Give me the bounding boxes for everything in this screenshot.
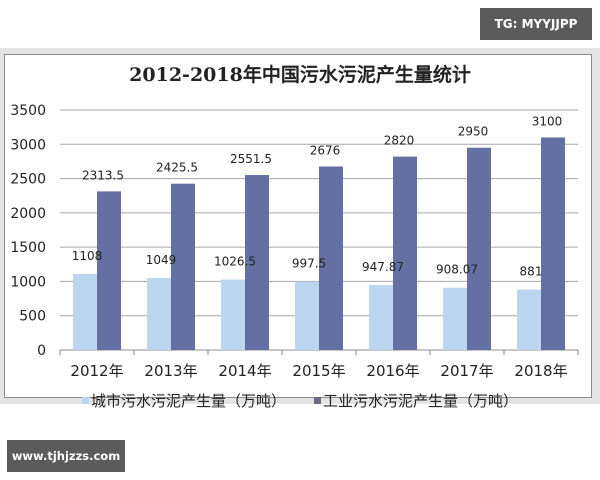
y-tick-label: 2000 xyxy=(10,206,46,222)
bar-industrial xyxy=(541,137,565,350)
data-label-industrial: 2950 xyxy=(458,125,489,139)
data-label-city: 1049 xyxy=(146,253,177,267)
bar-city xyxy=(443,287,467,350)
bar-industrial xyxy=(319,166,343,350)
legend-swatch-industrial xyxy=(314,397,321,404)
data-label-industrial: 2313.5 xyxy=(82,168,124,182)
legend-item-industrial: 工业污水污泥产生量（万吨） xyxy=(314,390,518,411)
x-tick-label: 2018年 xyxy=(514,362,567,380)
bar-city xyxy=(221,279,245,350)
x-tick-label: 2016年 xyxy=(366,362,419,380)
bar-industrial xyxy=(171,183,195,350)
legend-item-city: 城市污水污泥产生量（万吨） xyxy=(81,390,286,411)
data-label-industrial: 2676 xyxy=(310,144,341,158)
bar-industrial xyxy=(245,175,269,350)
legend-label-city: 城市污水污泥产生量（万吨） xyxy=(90,392,286,410)
legend-swatch-city xyxy=(81,397,89,404)
y-tick-label: 500 xyxy=(19,309,46,325)
bar-city xyxy=(517,289,541,350)
x-tick-label: 2013年 xyxy=(144,362,197,380)
data-label-city: 881 xyxy=(520,265,543,279)
legend: 城市污水污泥产生量（万吨） 工业污水污泥产生量（万吨） xyxy=(0,390,600,411)
y-tick-label: 1000 xyxy=(10,274,46,290)
x-tick-label: 2015年 xyxy=(292,362,345,380)
bar-city xyxy=(73,274,97,350)
data-label-industrial: 2551.5 xyxy=(230,152,272,166)
x-tick-label: 2012年 xyxy=(70,362,123,380)
data-label-city: 947.87 xyxy=(362,260,404,274)
x-tick-label: 2017年 xyxy=(440,362,493,380)
legend-label-industrial: 工业污水污泥产生量（万吨） xyxy=(323,392,519,410)
data-label-city: 1108 xyxy=(72,249,103,263)
bar-city xyxy=(295,281,319,350)
data-label-city: 997.5 xyxy=(292,257,326,271)
bar-city xyxy=(147,278,171,350)
data-label-industrial: 3100 xyxy=(532,114,563,128)
bar-city xyxy=(369,285,393,350)
data-label-city: 908.07 xyxy=(436,263,478,277)
data-label-city: 1026.5 xyxy=(214,255,256,269)
data-label-industrial: 2820 xyxy=(384,134,415,148)
bar-industrial xyxy=(393,156,417,350)
x-tick-label: 2014年 xyxy=(218,362,271,380)
watermark-top: TG: MYYJJPP xyxy=(480,8,592,40)
y-tick-label: 2500 xyxy=(10,172,46,188)
watermark-bottom: www.tjhjzzs.com xyxy=(7,440,125,472)
bar-industrial xyxy=(467,147,491,350)
y-tick-label: 3500 xyxy=(10,103,46,119)
bar-industrial xyxy=(97,191,121,350)
y-tick-label: 3000 xyxy=(10,137,46,153)
chart-title: 2012-2018年中国污水污泥产生量统计 xyxy=(129,64,471,86)
data-label-industrial: 2425.5 xyxy=(156,161,198,175)
y-tick-label: 1500 xyxy=(10,240,46,256)
y-tick-label: 0 xyxy=(37,343,46,359)
